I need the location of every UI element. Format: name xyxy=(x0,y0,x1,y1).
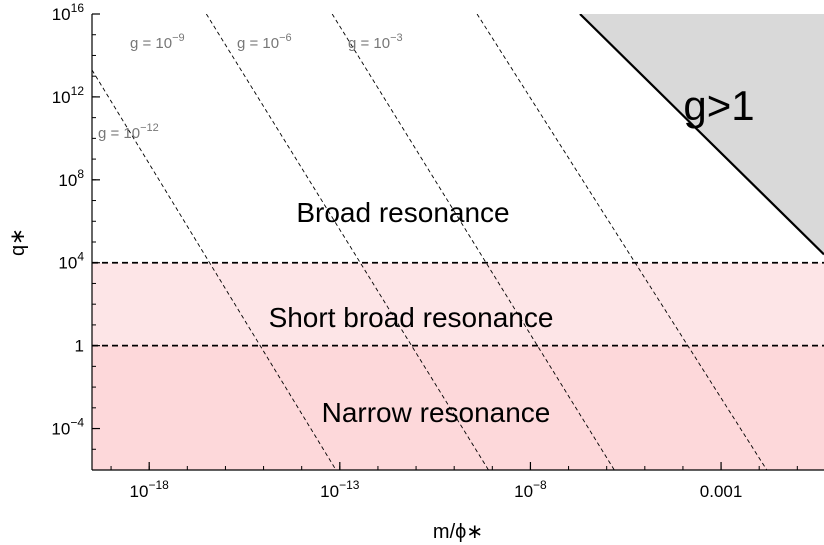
x-tick-label: 0.001 xyxy=(700,482,743,501)
narrow-resonance-region xyxy=(92,345,824,470)
coupling-line-1 xyxy=(92,69,337,470)
coupling-label-3: g = 10−6 xyxy=(237,32,292,52)
x-axis-title: m/ϕ∗ xyxy=(433,521,483,543)
plot-area xyxy=(92,14,824,470)
coupling-label-1: g = 10−12 xyxy=(98,122,159,142)
y-tick-label: 1 xyxy=(75,337,84,356)
short-broad-resonance-region xyxy=(92,262,824,346)
broad-resonance-label: Broad resonance xyxy=(296,197,509,228)
y-axis-title: q∗ xyxy=(7,228,29,256)
coupling-label-4: g = 10−3 xyxy=(348,32,403,52)
coupling-line-2 xyxy=(205,14,489,470)
labels: Broad resonance Short broad resonance Narr… xyxy=(7,32,755,543)
coupling-line-4 xyxy=(476,14,768,470)
y-tick-label: 1016 xyxy=(52,1,85,24)
y-tick-label: 1012 xyxy=(52,84,85,107)
g-gt-1-label: g>1 xyxy=(683,82,754,129)
axes: 10−18 10−13 10−8 0.001 1016 1012 108 104 1 10−4 xyxy=(51,1,824,501)
g-gt-1-boundary-line xyxy=(579,14,824,256)
coupling-line-3 xyxy=(331,14,615,470)
y-tick-label: 108 xyxy=(58,167,84,190)
y-tick-label: 104 xyxy=(58,250,84,273)
short-broad-resonance-label: Short broad resonance xyxy=(269,302,554,333)
plot-clip-group xyxy=(92,14,824,470)
x-tick-label: 10−18 xyxy=(130,478,170,501)
coupling-label-2: g = 10−9 xyxy=(130,32,185,52)
y-tick-label: 10−4 xyxy=(51,416,84,439)
x-tick-label: 10−13 xyxy=(320,478,360,501)
x-tick-label: 10−8 xyxy=(514,478,547,501)
narrow-resonance-label: Narrow resonance xyxy=(322,397,551,428)
